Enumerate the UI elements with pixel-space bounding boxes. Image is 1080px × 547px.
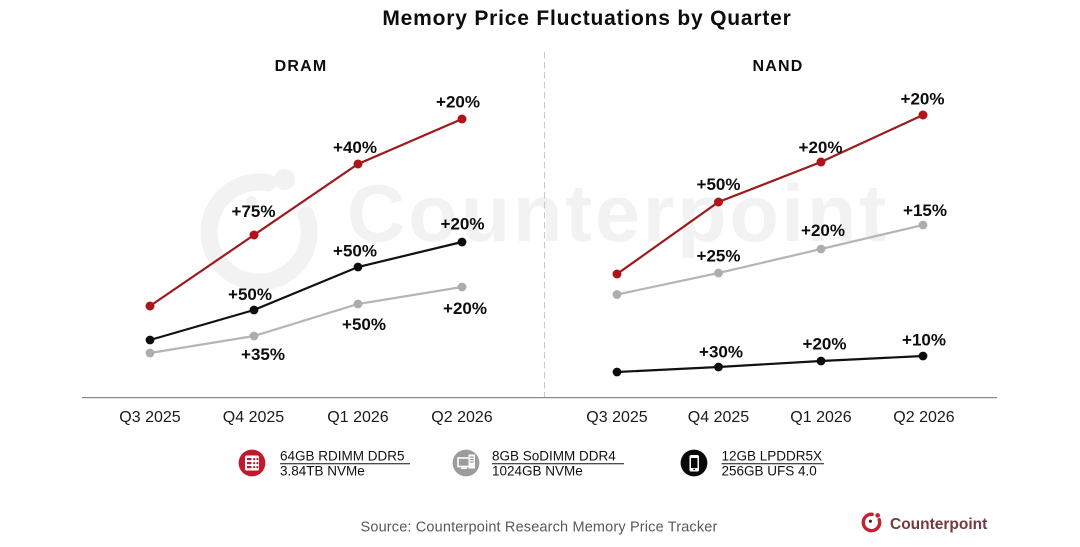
- svg-text:+50%: +50%: [228, 285, 272, 304]
- svg-text:256GB UFS 4.0: 256GB UFS 4.0: [722, 464, 817, 479]
- svg-text:+75%: +75%: [232, 202, 276, 221]
- svg-text:Q3 2025: Q3 2025: [586, 409, 647, 426]
- svg-text:Q4 2025: Q4 2025: [688, 409, 749, 426]
- svg-text:+20%: +20%: [799, 138, 843, 157]
- svg-text:12GB LPDDR5X: 12GB LPDDR5X: [722, 449, 823, 464]
- svg-text:1024GB NVMe: 1024GB NVMe: [492, 464, 583, 479]
- svg-text:Q4 2025: Q4 2025: [223, 409, 284, 426]
- svg-text:Q1 2026: Q1 2026: [327, 409, 388, 426]
- svg-text:Q3 2025: Q3 2025: [119, 409, 180, 426]
- svg-text:+20%: +20%: [436, 93, 480, 112]
- svg-text:+40%: +40%: [333, 138, 377, 157]
- svg-text:Counterpoint: Counterpoint: [347, 169, 889, 259]
- svg-text:Counterpoint: Counterpoint: [890, 516, 987, 533]
- svg-text:Source: Counterpoint Research: Source: Counterpoint Research Memory Pri…: [361, 520, 718, 536]
- svg-text:+20%: +20%: [443, 299, 487, 318]
- svg-text:64GB RDIMM DDR5: 64GB RDIMM DDR5: [280, 449, 405, 464]
- svg-text:Q1 2026: Q1 2026: [790, 409, 851, 426]
- svg-text:+30%: +30%: [699, 343, 743, 362]
- svg-text:3.84TB NVMe: 3.84TB NVMe: [280, 464, 365, 479]
- svg-text:+15%: +15%: [903, 201, 947, 220]
- svg-text:Q2 2026: Q2 2026: [431, 409, 492, 426]
- svg-text:+10%: +10%: [902, 331, 946, 350]
- svg-text:+20%: +20%: [801, 221, 845, 240]
- svg-text:DRAM: DRAM: [275, 58, 328, 75]
- svg-text:Q2 2026: Q2 2026: [893, 409, 954, 426]
- svg-text:NAND: NAND: [752, 58, 803, 75]
- svg-text:Memory Price Fluctuations by Q: Memory Price Fluctuations by Quarter: [382, 7, 791, 30]
- svg-text:+35%: +35%: [241, 345, 285, 364]
- svg-text:+50%: +50%: [697, 175, 741, 194]
- svg-text:+25%: +25%: [697, 247, 741, 266]
- svg-text:+20%: +20%: [441, 215, 485, 234]
- svg-text:+50%: +50%: [333, 242, 377, 261]
- svg-text:+50%: +50%: [342, 315, 386, 334]
- svg-text:+20%: +20%: [803, 335, 847, 354]
- svg-text:8GB SoDIMM DDR4: 8GB SoDIMM DDR4: [492, 449, 616, 464]
- svg-text:+20%: +20%: [901, 90, 945, 109]
